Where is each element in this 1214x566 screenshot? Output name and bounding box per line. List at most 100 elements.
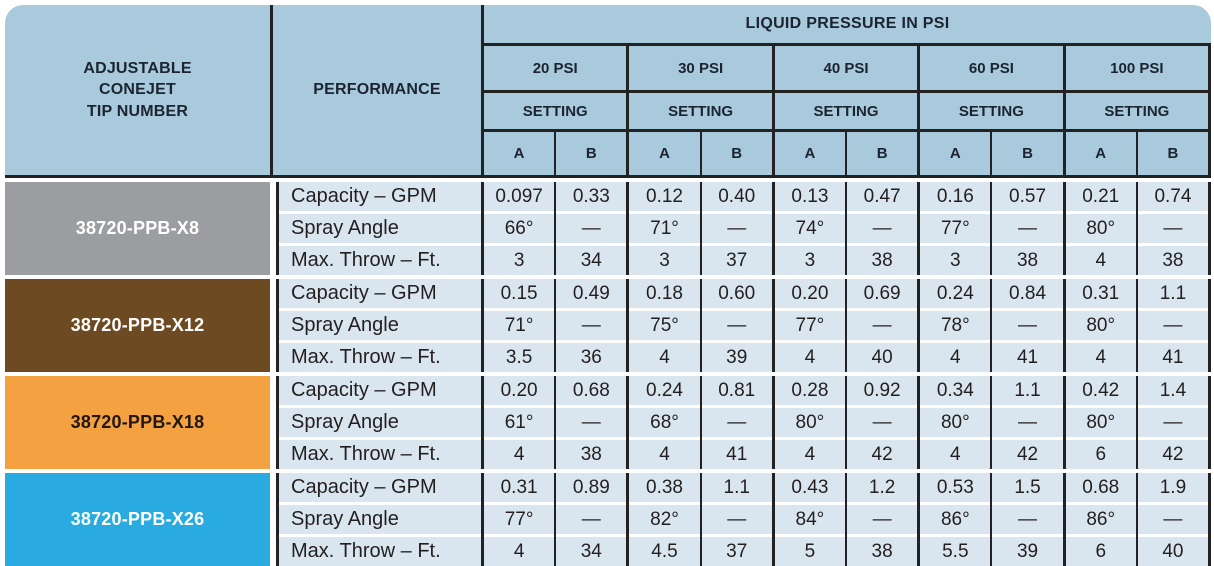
value-cell: 4 — [1065, 246, 1136, 275]
column-rule — [1208, 132, 1211, 175]
pressure-group-values: 0.18 75° 4 0.60 — 39 — [629, 279, 775, 372]
value-cell: — — [556, 214, 627, 243]
value-cell: 36 — [556, 343, 627, 372]
value-cell: 40 — [847, 343, 918, 372]
column-rule — [1135, 376, 1138, 469]
value-cell: 0.81 — [701, 376, 772, 405]
performance-labels-column: Capacity – GPM Spray Angle Max. Throw – Ft… — [279, 473, 481, 566]
header-rule — [484, 129, 1211, 132]
value-cell: 34 — [556, 537, 627, 566]
value-cell: 40 — [1137, 537, 1209, 566]
value-cell: 41 — [992, 343, 1063, 372]
column-b-label: B — [1167, 145, 1179, 162]
value-cell: 0.68 — [1065, 473, 1136, 502]
pressure-header-area: LIQUID PRESSURE IN PSI 20 PSI 30 PSI 40 PS… — [484, 5, 1211, 175]
value-cell: 77° — [920, 214, 991, 243]
column-rule — [917, 93, 921, 129]
column-rule — [845, 182, 848, 275]
value-cell: 0.34 — [920, 376, 991, 405]
column-rule — [276, 182, 279, 275]
column-rule — [626, 132, 630, 175]
value-cell: 80° — [774, 408, 846, 437]
value-cell: 0.69 — [847, 279, 918, 308]
value-cell: 1.1 — [1137, 279, 1209, 308]
value-cell: 6 — [1065, 440, 1136, 469]
value-column: 0.20 77° 4 — [774, 279, 846, 372]
setting-labels-row: SETTING SETTING SETTING SETTING SETTING — [484, 93, 1211, 129]
value-cell: 78° — [920, 311, 991, 340]
value-column: 1.5 — 39 — [992, 473, 1063, 566]
value-cell: 6 — [1065, 537, 1136, 566]
value-cell: — — [847, 408, 918, 437]
data-rows: Capacity – GPM Spray Angle Max. Throw – Ft… — [276, 279, 1212, 372]
value-column: 0.68 86° 6 — [1065, 473, 1136, 566]
value-column: 0.28 80° 4 — [774, 376, 846, 469]
column-rule — [1208, 93, 1211, 129]
column-rule — [990, 376, 993, 469]
column-rule — [699, 132, 702, 175]
value-column: 0.31 80° 4 — [1065, 279, 1136, 372]
value-column: 0.84 — 41 — [992, 279, 1063, 372]
column-rule — [1062, 46, 1066, 90]
value-cell: 74° — [774, 214, 846, 243]
column-rule — [845, 473, 848, 566]
column-rule — [1062, 182, 1066, 275]
value-cell: — — [847, 505, 918, 534]
value-cell: 0.42 — [1065, 376, 1136, 405]
value-column: 0.74 — 38 — [1137, 182, 1209, 275]
value-cell: 80° — [1065, 408, 1136, 437]
pressure-group-values: 0.13 74° 3 0.47 — 38 — [774, 182, 921, 275]
value-cell: 0.47 — [847, 182, 918, 211]
value-cell: 5 — [774, 537, 846, 566]
value-cell: 4 — [629, 343, 700, 372]
value-cell: 80° — [1065, 311, 1136, 340]
pressure-group-values: 0.20 61° 4 0.68 — 38 — [484, 376, 630, 469]
value-cell: 38 — [1137, 246, 1209, 275]
value-cell: 3 — [774, 246, 846, 275]
value-column: 0.34 80° 4 — [920, 376, 991, 469]
pressure-group-values: 0.68 86° 6 1.9 — 40 — [1065, 473, 1212, 566]
column-gap — [270, 182, 276, 275]
performance-row-label: Max. Throw – Ft. — [279, 343, 481, 372]
tip-row-group: 38720-PPB-X12 Capacity – GPM Spray Angle Ma… — [5, 279, 1212, 372]
column-rule — [699, 376, 702, 469]
header-divider — [481, 5, 484, 175]
column-a-label: A — [804, 145, 816, 162]
value-cell: — — [992, 214, 1063, 243]
value-column: 0.69 — 40 — [847, 279, 918, 372]
column-rule — [626, 182, 630, 275]
column-rule — [917, 182, 921, 275]
value-cell: 1.9 — [1137, 473, 1209, 502]
value-column: 0.33 — 34 — [556, 182, 627, 275]
value-cell: — — [1137, 408, 1209, 437]
pressure-group-values: 0.31 80° 4 1.1 — 41 — [1065, 279, 1212, 372]
value-column: 0.43 84° 5 — [774, 473, 846, 566]
value-column: 1.1 — 37 — [701, 473, 772, 566]
column-a-label: A — [513, 145, 525, 162]
column-rule — [1208, 279, 1212, 372]
value-cell: 1.1 — [701, 473, 772, 502]
value-cell: 4.5 — [629, 537, 700, 566]
column-rule — [481, 279, 484, 372]
value-column: 0.53 86° 5.5 — [920, 473, 991, 566]
column-rule — [1135, 132, 1138, 175]
value-cell: 41 — [1137, 343, 1209, 372]
column-rule — [554, 279, 557, 372]
value-column: 0.89 — 34 — [556, 473, 627, 566]
value-column: 0.18 75° 4 — [629, 279, 700, 372]
value-cell: 0.84 — [992, 279, 1063, 308]
pressure-group-values: 0.20 77° 4 0.69 — 40 — [774, 279, 921, 372]
pressure-labels-row: 20 PSI 30 PSI 40 PSI 60 PSI 100 PSI — [484, 46, 1211, 90]
value-cell: 42 — [1137, 440, 1209, 469]
pressure-label: 100 PSI — [1110, 59, 1164, 77]
value-column: 0.13 74° 3 — [774, 182, 846, 275]
column-rule — [699, 279, 702, 372]
value-cell: 0.92 — [847, 376, 918, 405]
column-b-label: B — [731, 145, 743, 162]
value-cell: 0.12 — [629, 182, 700, 211]
column-rule — [1135, 473, 1138, 566]
performance-row-label: Spray Angle — [279, 214, 481, 243]
